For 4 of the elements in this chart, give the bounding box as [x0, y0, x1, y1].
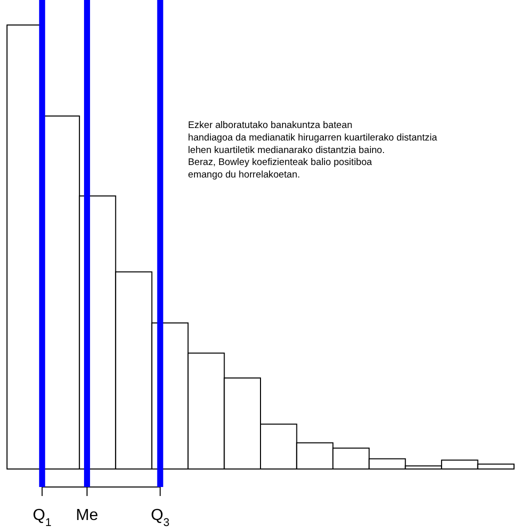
- text: Q$_{3}$: [150, 507, 170, 529]
- text: Q$_{1}$: [32, 507, 52, 529]
- text: Me: [76, 507, 98, 524]
- annotation: Ezker alboratutako banakuntza batean handiagoa da medianatik hirugarren kuartilerako distantzia lehen kuartiletik medianarako distantzia baino. Beraz, Bowley koefizienteak balio positiboa emango du horrelakoetan.: [188, 120, 438, 181]
